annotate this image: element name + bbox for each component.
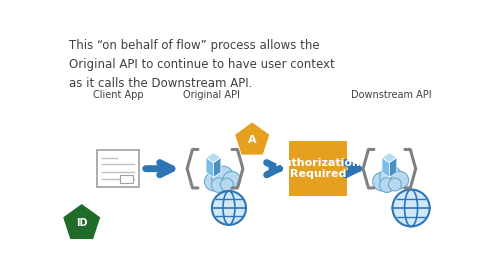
Circle shape (212, 166, 234, 188)
Text: This “on behalf of flow” process allows the
Original API to continue to have use: This “on behalf of flow” process allows … (69, 39, 335, 90)
Polygon shape (389, 158, 397, 177)
Polygon shape (64, 205, 99, 238)
Circle shape (220, 178, 233, 191)
Circle shape (212, 191, 246, 225)
Polygon shape (214, 158, 221, 177)
Text: Downstream API: Downstream API (350, 90, 431, 100)
Circle shape (380, 178, 394, 193)
Circle shape (391, 171, 408, 189)
Text: Client App: Client App (93, 90, 144, 100)
Polygon shape (206, 153, 221, 163)
Text: Authorization
Required: Authorization Required (276, 158, 360, 180)
Text: Original API: Original API (183, 90, 240, 100)
Text: A: A (248, 135, 256, 145)
Text: ID: ID (76, 218, 87, 228)
Circle shape (372, 172, 392, 191)
FancyBboxPatch shape (97, 150, 139, 187)
Polygon shape (382, 158, 389, 177)
Circle shape (393, 190, 430, 227)
Circle shape (388, 178, 401, 191)
Circle shape (204, 172, 223, 191)
Polygon shape (236, 123, 268, 154)
FancyBboxPatch shape (289, 141, 347, 196)
Polygon shape (382, 153, 397, 163)
Circle shape (223, 171, 240, 189)
Circle shape (211, 178, 226, 193)
Circle shape (380, 166, 402, 188)
FancyBboxPatch shape (120, 175, 133, 184)
Polygon shape (206, 158, 214, 177)
